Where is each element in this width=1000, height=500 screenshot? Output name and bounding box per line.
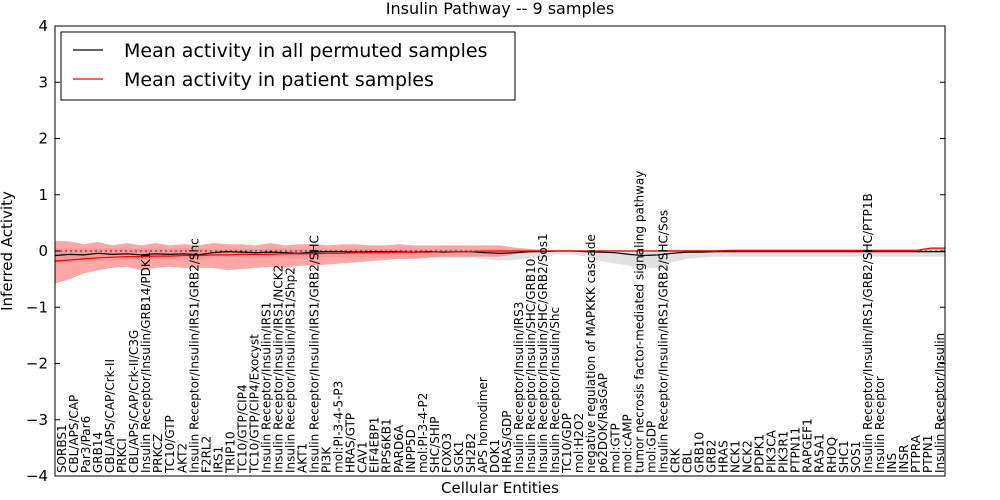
x-tick-label: INPP5D [404, 429, 418, 473]
series-lines [54, 247, 945, 262]
x-tick-label: CBL/APS/CAP/Crk-II/C3G [127, 330, 141, 473]
x-tick-label: Insulin Receptor/Insulin [933, 333, 947, 473]
x-tick-label: CBL [680, 449, 694, 473]
x-tick-label: SHC1 [837, 440, 851, 473]
x-tick-label: Insulin Receptor/Insulin/IRS1/Shp2 [284, 267, 298, 473]
x-tick-label: Insulin Receptor/Insulin/Shc [548, 307, 562, 473]
x-tick-label: NCK1 [729, 440, 743, 473]
x-tick-label: PARD6A [392, 424, 406, 473]
x-tick-label: Insulin Receptor/Insulin/IRS1 [260, 302, 274, 473]
y-tick-label: −3 [26, 411, 48, 429]
x-tick-label: SH2B2 [464, 433, 478, 473]
y-tick-label: 4 [38, 17, 48, 35]
x-tick-label: negative regulation of MAPKKK cascade [584, 234, 598, 473]
x-tick-label: mol:GTP [608, 423, 622, 473]
x-tick-label: HRAS [717, 440, 731, 473]
x-tick-label: TC10/GTP/CIP4 [235, 384, 249, 474]
legend-frame [60, 31, 516, 101]
x-tick-label: DOK1 [488, 439, 502, 473]
x-tick-label: Insulin Receptor [873, 376, 887, 473]
x-tick-label: tumor necrosis factor-mediated signaling… [632, 171, 646, 473]
x-tick-label: SHC/SHIP [428, 416, 442, 472]
x-tick-label: Insulin Receptor/Insulin/IRS1/NCK2 [272, 265, 286, 473]
x-tick-label: Insulin Receptor/Insulin/SHC/GRB10 [524, 259, 538, 473]
x-tick-label: PIK3R1 [777, 431, 791, 473]
x-tick-label: PI3K [320, 446, 334, 473]
x-tick-label: PTPRA [909, 434, 923, 473]
x-tick-label: IRS1 [211, 446, 225, 473]
x-tick-label: Insulin Receptor/Insulin/GRB14/PDK1 [139, 252, 153, 473]
x-axis-label: Cellular Entities [441, 479, 559, 497]
x-tick-label: Insulin Receptor/Insulin/IRS1/GRB2/Shc [187, 238, 201, 473]
chart-title: Insulin Pathway -- 9 samples [386, 0, 614, 18]
x-tick-label: AKT1 [296, 443, 310, 473]
x-tick-label: PIK3CA [765, 429, 779, 473]
x-tick-label: RPS6KB1 [380, 418, 394, 473]
x-tick-label: AKT2 [175, 443, 189, 473]
x-tick-label: EIF4EBP1 [368, 417, 382, 473]
x-tick-label: PTPN1 [921, 435, 935, 473]
x-tick-label: HRAS/GDP [500, 410, 514, 473]
y-tick-label: 3 [38, 73, 48, 91]
x-tick-label: Insulin Receptor/Insulin/SHC/GRB2/Sos1 [536, 233, 550, 473]
x-tick-label: GRB10 [693, 432, 707, 473]
legend: Mean activity in all permuted samples Me… [60, 31, 516, 101]
x-tick-label: CAV1 [356, 441, 370, 473]
x-tick-label: PRKCZ [151, 434, 165, 473]
x-tick-label: CBL/APS/CAP [67, 395, 81, 473]
x-tick-label: INS [885, 453, 899, 473]
x-tick-label: FOXO3 [440, 433, 454, 473]
x-tick-label: Insulin Receptor/Insulin/IRS1/GRB2/SHC/S… [656, 210, 670, 473]
x-tick-label: PRKCI [115, 438, 129, 473]
y-axis-label: Inferred Activity [0, 191, 16, 311]
x-tick-label: mol:PI-3-4-P2 [416, 393, 430, 473]
x-tick-label: RASA1 [813, 433, 827, 473]
x-tick-label: TRIP10 [223, 431, 237, 474]
x-tick-label: NCK2 [741, 440, 755, 473]
x-tick-label: GRB2 [705, 440, 719, 474]
x-tick-label: Insulin Receptor/Insulin/IRS1/GRB2/SHC/P… [861, 193, 875, 473]
y-tick-label: 1 [38, 186, 48, 204]
x-tick-label: Insulin Receptor/Insulin/IRS3 [512, 302, 526, 473]
x-tick-label: SORBS1 [55, 424, 69, 473]
legend-label-patient: Mean activity in patient samples [124, 69, 434, 91]
y-tick-label: −2 [26, 355, 48, 373]
x-tick-label: GRB14 [91, 432, 105, 473]
x-tick-label: mol:cAMP [620, 414, 634, 473]
y-axis: −4 −3 −2 −1 0 1 2 3 4 [26, 17, 945, 485]
x-tick-label: mol:PI-3-4-5-P3 [332, 381, 346, 473]
y-tick-label: 0 [38, 242, 48, 260]
x-tick-label: TC10/GTP [163, 415, 177, 474]
x-tick-label: HRAS/GTP [344, 413, 358, 473]
y-tick-label: 2 [38, 130, 48, 148]
y-tick-label: −1 [26, 298, 48, 316]
x-tick-label: mol:GDP [644, 421, 658, 473]
y-tick-label: −4 [26, 467, 48, 485]
series-line-patient [54, 247, 945, 262]
x-tick-labels: SORBS1CBL/APS/CAPPar3/Par6GRB14CBL/APS/C… [55, 171, 947, 474]
x-tick-label: RHOQ [825, 437, 839, 473]
legend-label-permuted: Mean activity in all permuted samples [124, 40, 487, 62]
x-tick-label: p62DOK/RasGAP [596, 373, 610, 473]
x-tick-label: INSR [897, 444, 911, 472]
x-tick-label: PDPK1 [753, 434, 767, 473]
x-tick-label: PTPN11 [789, 427, 803, 473]
x-tick-label: mol:H2O2 [572, 413, 586, 473]
x-tick-label: CBL/APS/CAP/Crk-II [103, 359, 117, 473]
x-tick-label: APS homodimer [476, 377, 490, 473]
x-tick-label: SOS1 [849, 441, 863, 473]
x-tick-label: Par3/Par6 [79, 416, 93, 473]
x-tick-label: CRK [668, 447, 682, 473]
x-tick-label: TC10/GDP [560, 413, 574, 474]
x-tick-label: Insulin Receptor/Insulin/IRS1/GRB2/SHC [308, 235, 322, 473]
series-line-permuted [54, 250, 945, 257]
x-tick-label: TC10/GTP/CIP4/Exocyst [247, 334, 261, 474]
x-tick-label: F2RL2 [199, 436, 213, 473]
x-tick-label: SGK1 [452, 441, 466, 473]
x-tick-label: RAPGEF1 [801, 418, 815, 473]
